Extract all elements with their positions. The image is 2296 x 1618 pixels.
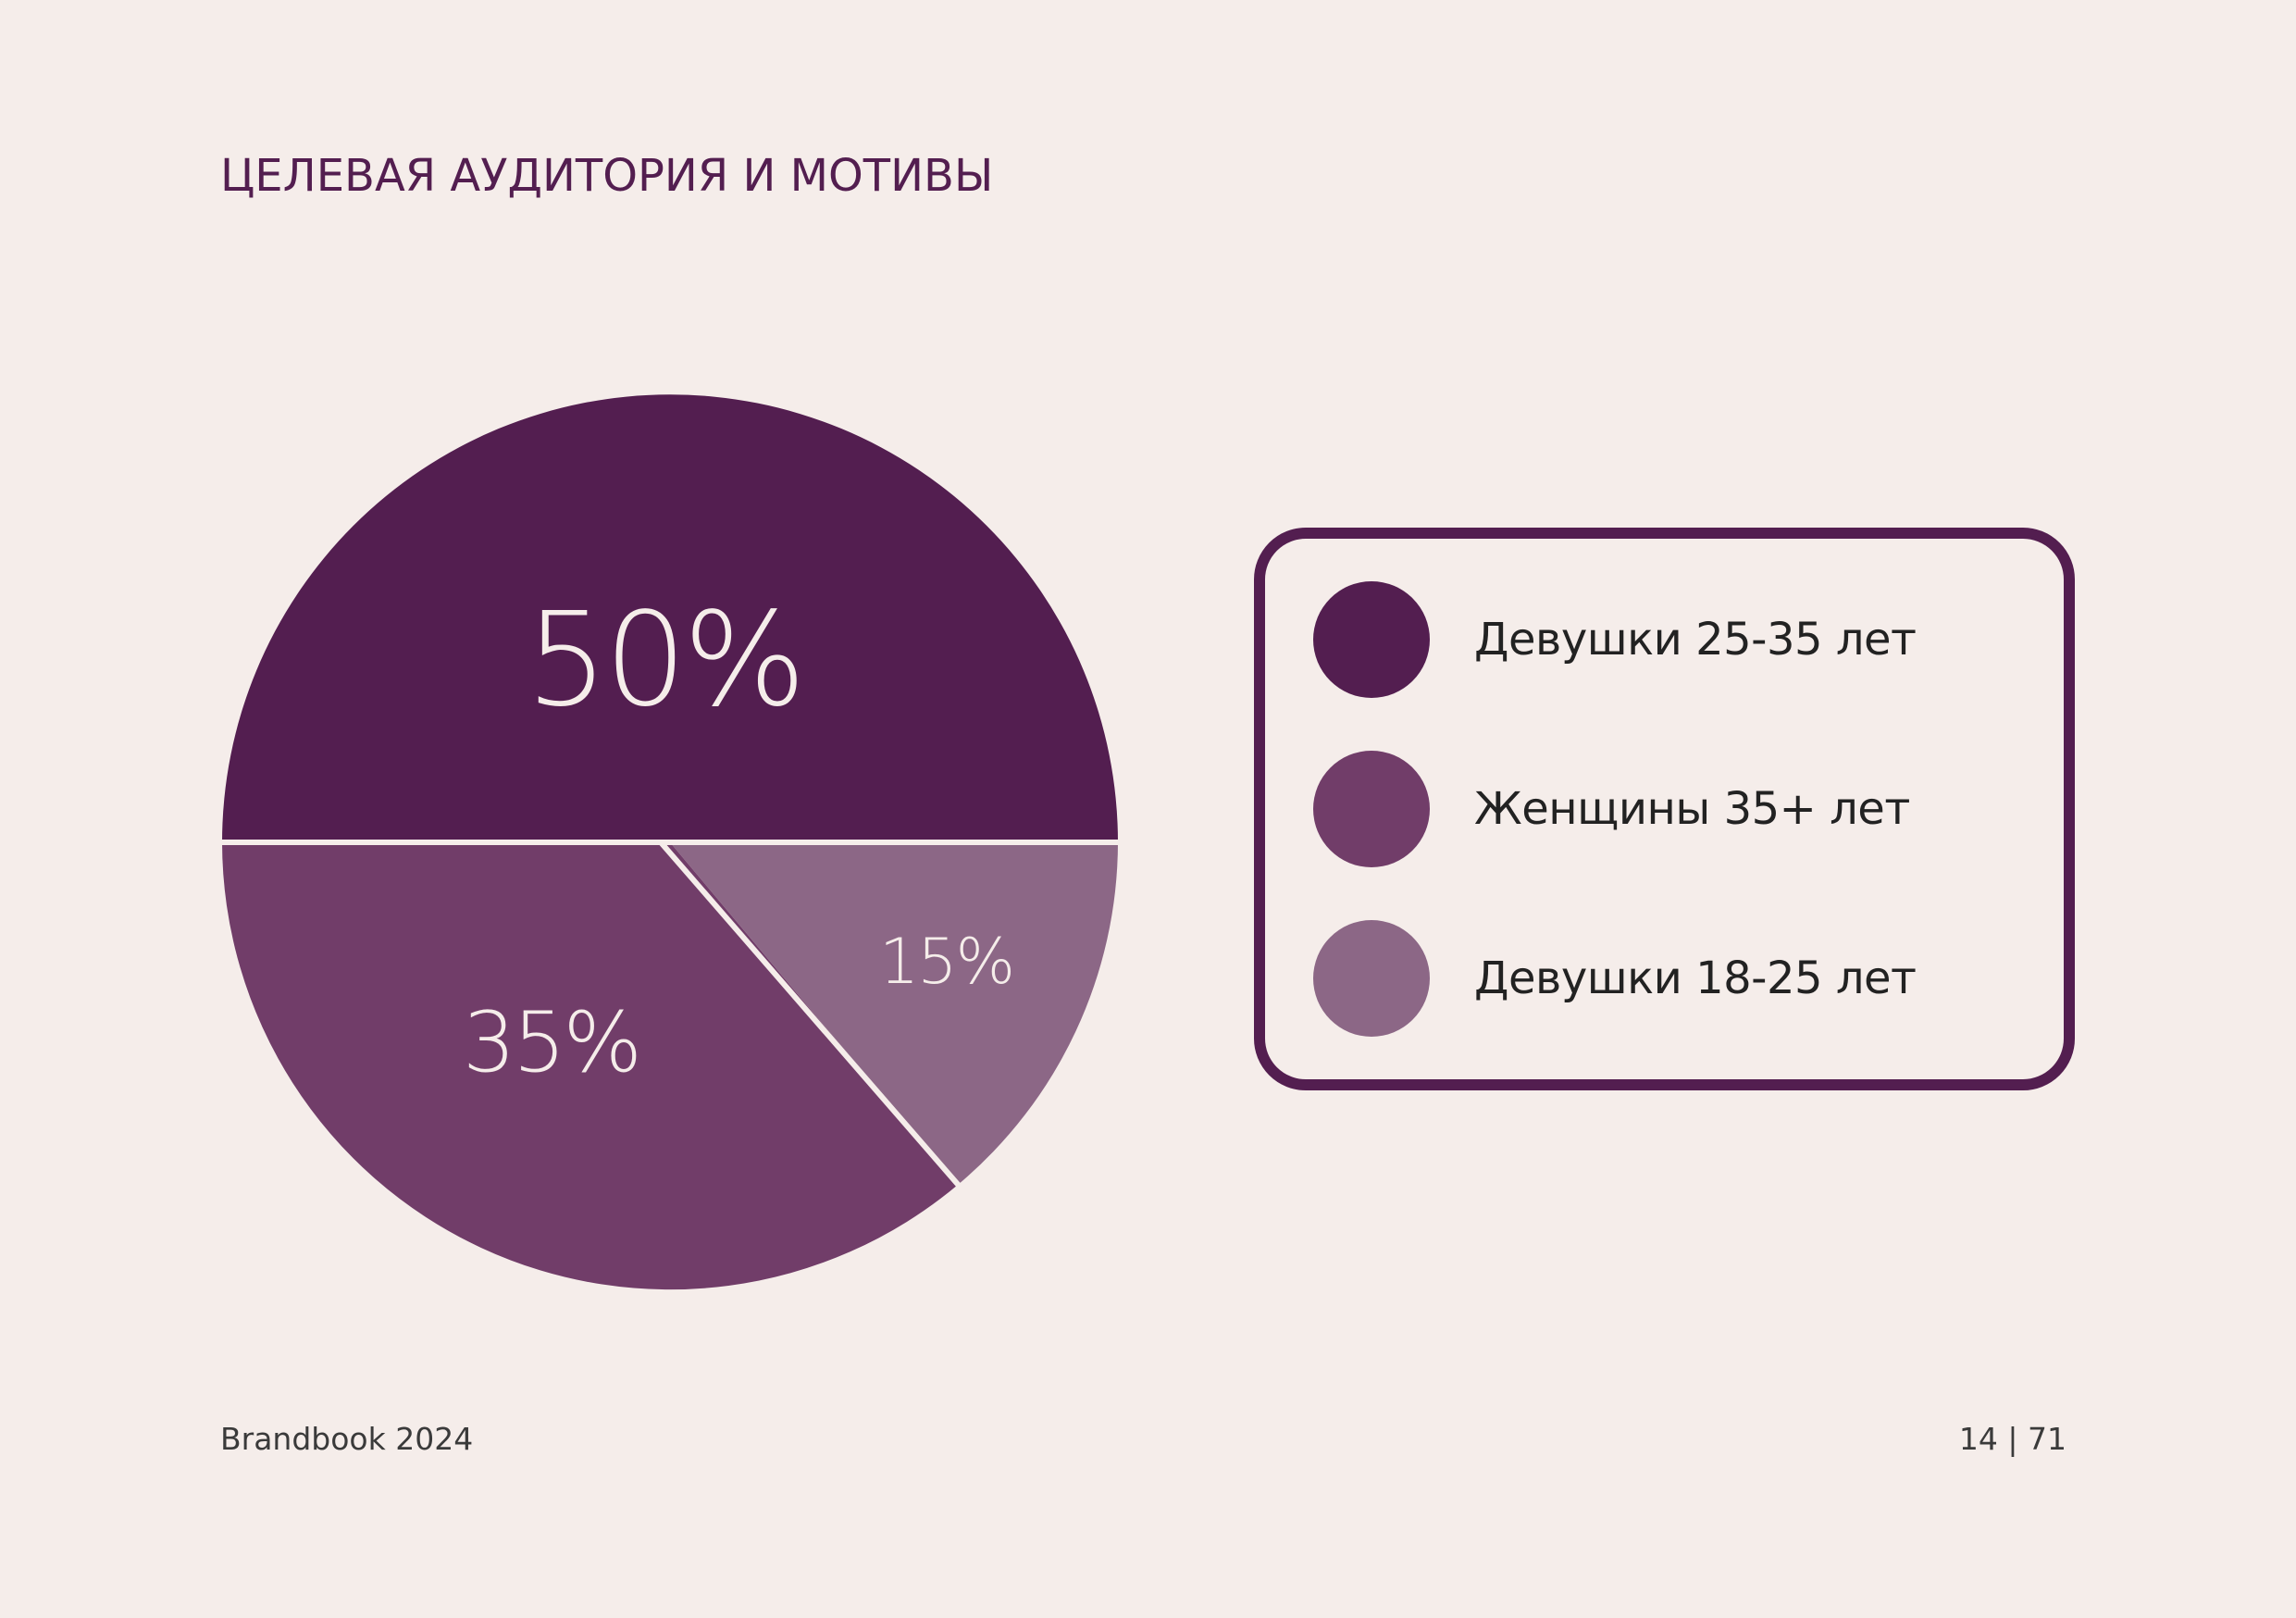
pie-slice-girls-18-25	[670, 842, 1118, 1185]
legend-dot-icon	[1313, 751, 1430, 867]
legend-item: Девушки 25-35 лет	[1313, 581, 1917, 698]
pie-chart: 50% 35% 15%	[220, 392, 1120, 1292]
legend-item: Девушки 18-25 лет	[1313, 920, 1917, 1037]
legend-dot-icon	[1313, 920, 1430, 1037]
pie-separator-diagonal	[658, 840, 963, 1189]
legend-dot-icon	[1313, 581, 1430, 698]
page-number: 14 | 71	[1958, 1421, 2066, 1457]
chart-legend: Девушки 25-35 лет Женщины 35+ лет Девушк…	[1254, 528, 2075, 1090]
legend-item: Женщины 35+ лет	[1313, 751, 1910, 867]
pie-label-15: 15%	[879, 926, 1015, 999]
legend-label: Женщины 35+ лет	[1474, 783, 1910, 835]
legend-label: Девушки 18-25 лет	[1474, 952, 1917, 1004]
footer-brand: Brandbook 2024	[220, 1421, 474, 1457]
page-title: ЦЕЛЕВАЯ АУДИТОРИЯ И МОТИВЫ	[220, 150, 994, 202]
pie-slice-women-35-plus	[222, 842, 958, 1290]
pie-label-35: 35%	[463, 994, 642, 1091]
legend-label: Девушки 25-35 лет	[1474, 614, 1917, 666]
pie-chart-graphic	[220, 394, 1120, 1290]
pie-slice-girls-25-35	[222, 394, 1118, 842]
pie-label-50: 50%	[526, 585, 806, 736]
